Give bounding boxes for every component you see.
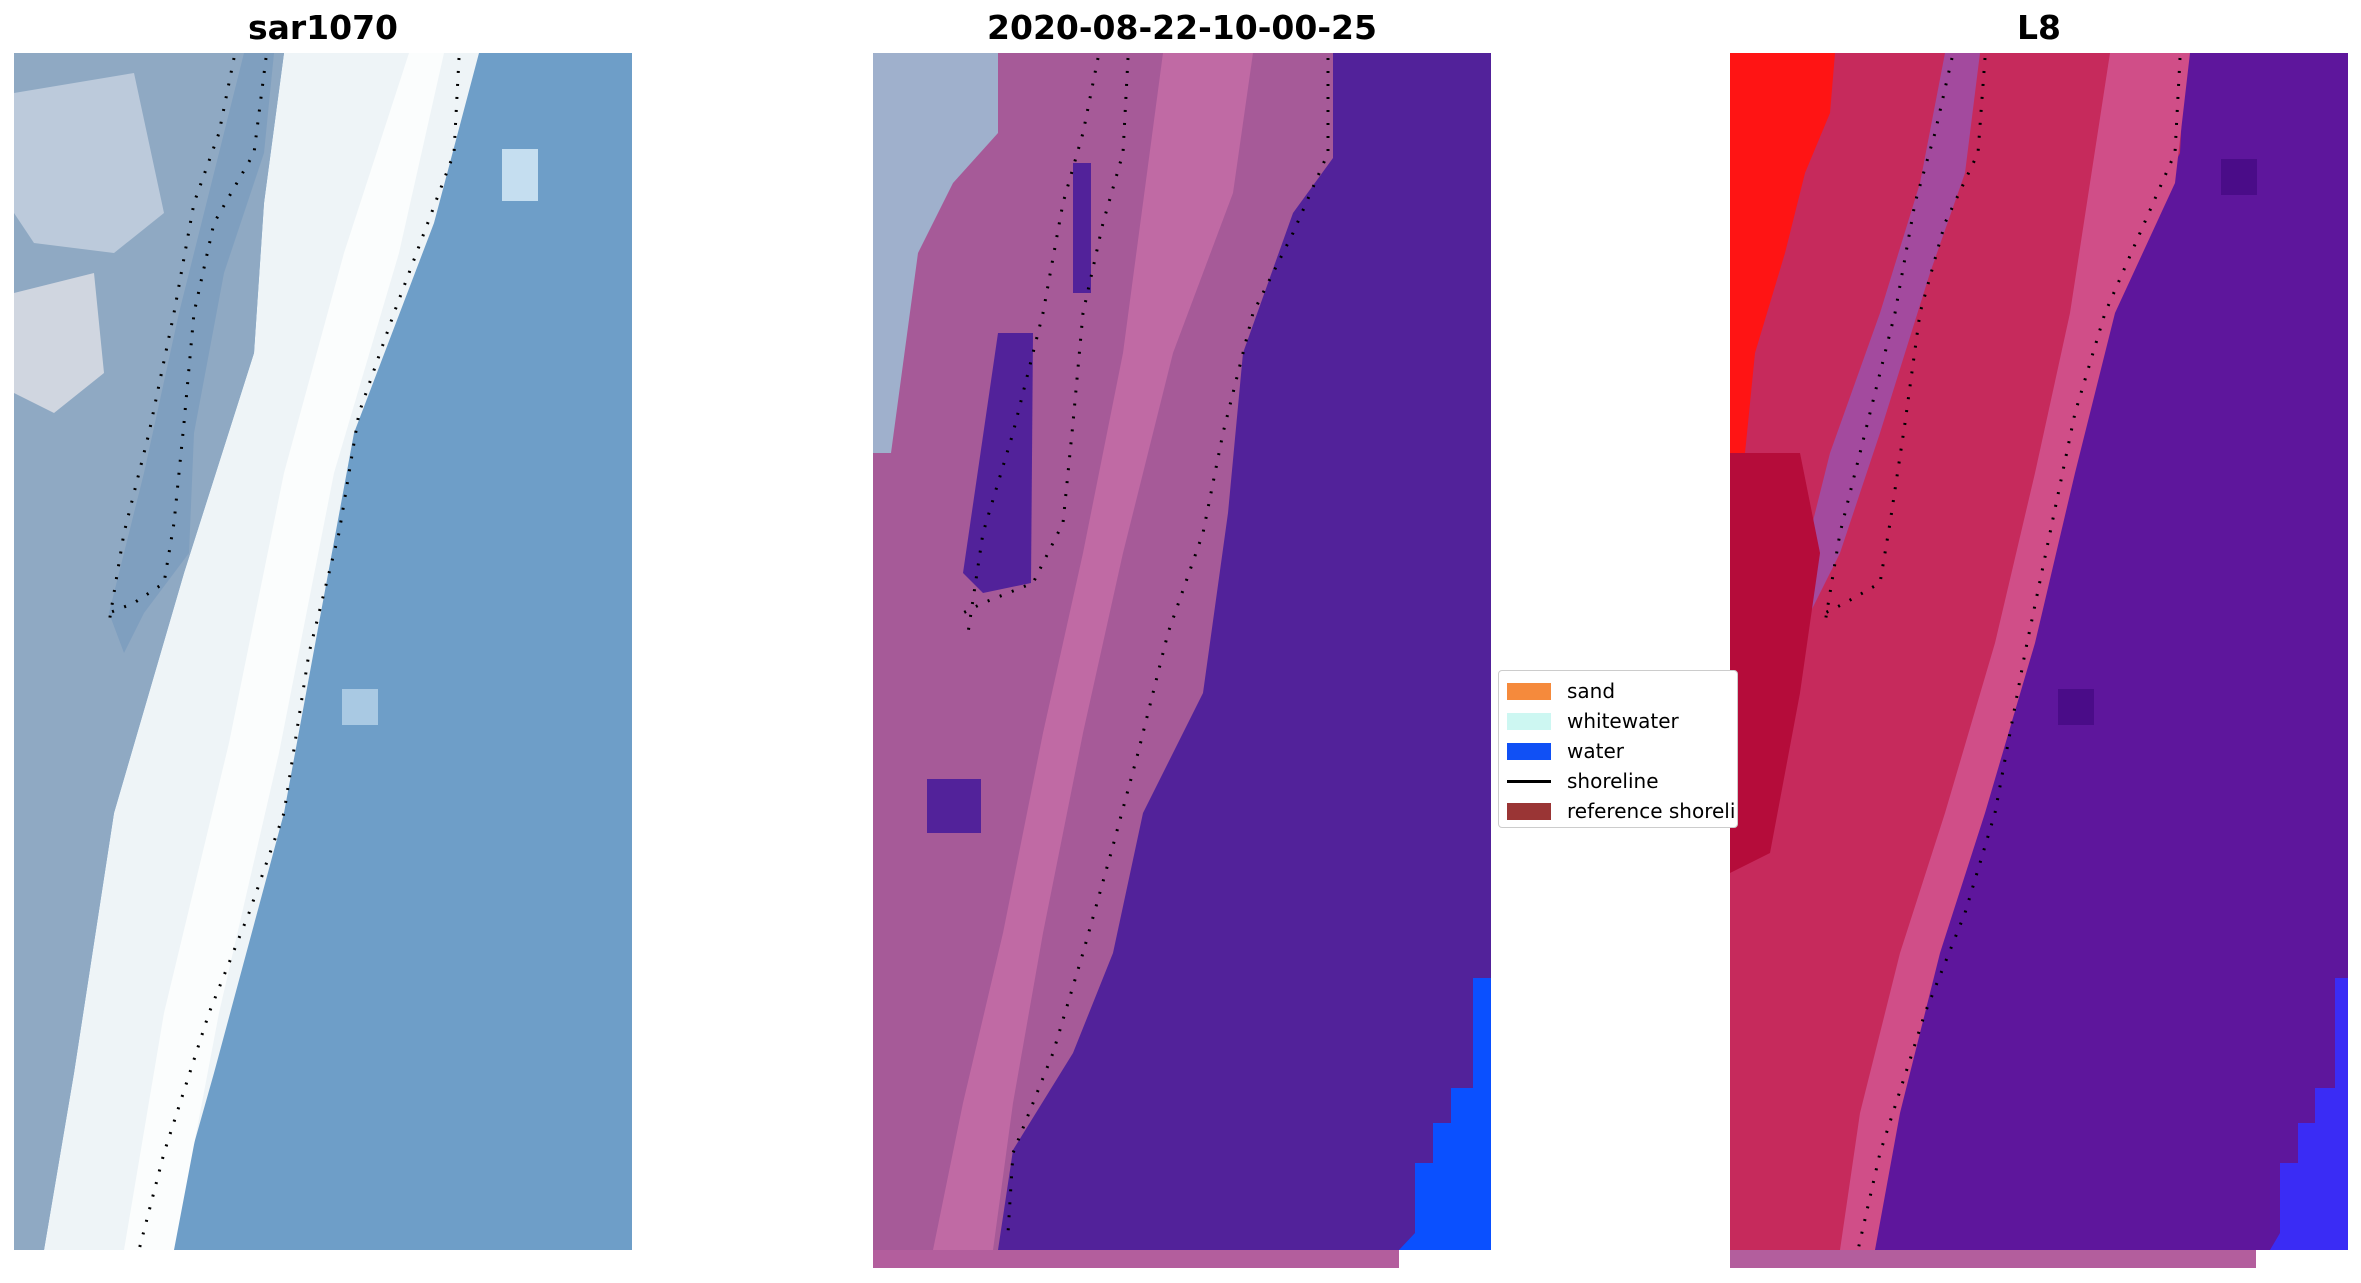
bright-pixel-patch — [342, 689, 378, 725]
index-beach-band — [1840, 53, 2190, 1250]
legend-line-shoreline — [1507, 779, 1551, 783]
class-unclassified-area — [873, 53, 998, 453]
shoreline — [966, 57, 1100, 634]
class-land-lighter-band — [933, 53, 1253, 1250]
legend-label-whitewater: whitewater — [1567, 709, 1679, 733]
index-dark-pixel — [2221, 159, 2257, 195]
rgb-image-panel — [14, 53, 632, 1250]
shoreline — [1824, 57, 1987, 615]
legend-item-reference-shoreline: reference shoreline — [1507, 796, 1737, 826]
land-light-patch — [14, 273, 104, 413]
shoreline-dots — [1823, 57, 2182, 1251]
lagoon-area — [109, 53, 274, 653]
legend-label-water: water — [1567, 739, 1624, 763]
class-water-bright-area — [1399, 978, 1491, 1250]
legend-swatch-water — [1507, 742, 1551, 760]
class-lagoon-area — [963, 333, 1033, 593]
class-lagoon-pixels — [927, 779, 981, 833]
beach-bright-band — [124, 53, 444, 1250]
bright-pixel-patch — [502, 149, 538, 201]
legend-swatch-whitewater — [1507, 712, 1551, 730]
panel-title-classification: 2020-08-22-10-00-25 — [987, 8, 1377, 47]
legend-item-whitewater: whitewater — [1507, 706, 1679, 736]
legend: sand whitewater water shoreline referenc… — [1498, 670, 1738, 828]
land-pale-patch — [14, 73, 164, 253]
index-dark-pixel — [2058, 689, 2094, 725]
shoreline — [1006, 58, 1330, 1234]
legend-swatch-reference-shoreline — [1507, 802, 1551, 820]
legend-swatch-sand — [1507, 682, 1551, 700]
class-land-area — [873, 53, 1333, 1250]
class-lagoon-pixels — [1073, 163, 1091, 293]
classification-panel — [873, 53, 1491, 1268]
legend-item-water: water — [1507, 736, 1624, 766]
index-water-bright-area — [2270, 978, 2348, 1250]
legend-item-sand: sand — [1507, 676, 1615, 706]
shoreline-dots — [962, 57, 1330, 1234]
panel-title-index: L8 — [2017, 8, 2061, 47]
legend-label-sand: sand — [1567, 679, 1616, 703]
index-land-dark-area — [1730, 453, 1820, 873]
panel-title-rgb: sar1070 — [247, 8, 399, 47]
index-hot-area — [1730, 53, 1835, 453]
legend-label-shoreline: shoreline — [1567, 769, 1659, 793]
class-bottom-strip — [873, 1250, 1399, 1268]
shoreline — [1823, 57, 1954, 624]
index-panel — [1730, 53, 2348, 1268]
legend-item-shoreline: shoreline — [1507, 766, 1659, 796]
legend-label-reference-shoreline: reference shoreline — [1567, 799, 1737, 823]
index-lagoon-area — [1800, 53, 1980, 613]
index-bottom-strip — [1730, 1250, 2256, 1268]
